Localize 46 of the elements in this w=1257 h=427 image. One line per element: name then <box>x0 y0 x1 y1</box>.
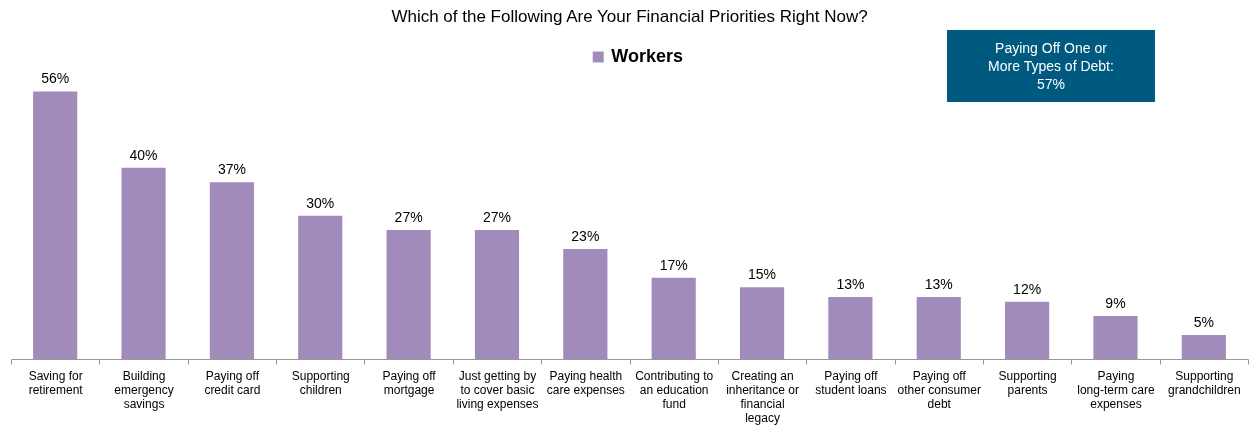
data-label: 23% <box>571 228 600 245</box>
chart-title: Which of the Following Are Your Financial Priorities Right Now? <box>391 7 868 26</box>
bar <box>739 287 785 359</box>
x-tick-label: Supporting grandchildren <box>1167 368 1241 397</box>
x-tick-label: Paying health care expenses <box>546 368 625 397</box>
bar <box>474 229 520 359</box>
x-tick-label: Paying off other consumer debt <box>897 368 981 411</box>
bar <box>33 91 78 359</box>
x-tick-label: Paying long-term care expenses <box>1077 368 1155 411</box>
data-label: 5% <box>1193 314 1214 331</box>
bar <box>651 277 696 359</box>
x-tick-label: Supporting parents <box>998 368 1057 397</box>
data-label: 27% <box>482 208 511 225</box>
bar <box>828 296 873 359</box>
data-label: 56% <box>41 70 70 87</box>
bar <box>1181 335 1226 359</box>
annotation: Paying Off One or More Types of Debt: 57% <box>988 39 1114 93</box>
data-label: 13% <box>924 275 953 292</box>
data-label: 27% <box>394 208 423 225</box>
x-tick-label: Paying off credit card <box>204 368 261 397</box>
data-label: 12% <box>1013 280 1042 297</box>
data-label: 9% <box>1105 294 1126 311</box>
x-tick-label: Supporting children <box>291 368 350 397</box>
x-tick-label: Just getting by to cover basic living expenses <box>456 368 539 411</box>
data-label: 37% <box>217 161 246 178</box>
bar <box>563 249 608 359</box>
bar <box>1093 315 1138 359</box>
x-tick-label: Saving for retirement <box>28 368 84 397</box>
data-label: 13% <box>836 275 865 292</box>
x-tick-label: Paying off student loans <box>815 368 887 397</box>
x-tick-label: Paying off mortgage <box>382 368 437 397</box>
data-label: 17% <box>659 256 688 273</box>
text-box: Paying Off One or More Types of Debt: 57% <box>947 30 1155 102</box>
data-label: 30% <box>306 194 335 211</box>
legend-label: Workers <box>611 46 683 66</box>
bar <box>386 229 431 359</box>
bar <box>916 296 961 359</box>
bar <box>298 215 343 359</box>
x-tick-label: Contributing to an education fund <box>635 368 714 411</box>
x-tick-label: Creating an inheritance or financial legacy <box>726 368 799 425</box>
bar <box>121 167 166 359</box>
data-label: 40% <box>129 146 158 163</box>
bar <box>209 182 254 359</box>
data-label: 15% <box>748 266 777 283</box>
bar <box>1005 301 1050 359</box>
x-tick-label: Building emergency savings <box>114 368 174 411</box>
